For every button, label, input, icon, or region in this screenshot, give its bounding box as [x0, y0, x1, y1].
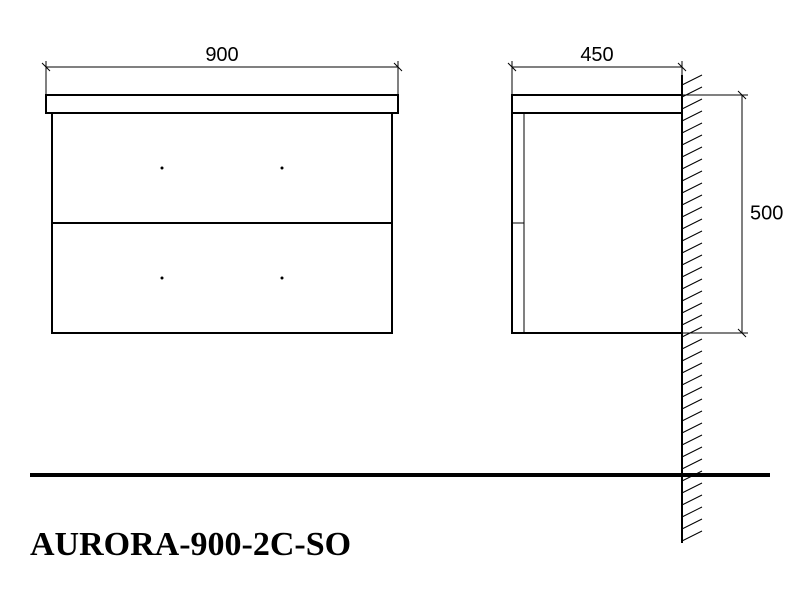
front-view: 900 [42, 44, 402, 333]
knob-mark [281, 277, 284, 280]
knob-mark [281, 167, 284, 170]
side-height-label: 500 [750, 202, 783, 224]
wall-hatch [682, 75, 702, 543]
product-title: AURORA-900-2C-SO [30, 526, 351, 563]
front-width-label: 900 [205, 44, 238, 66]
side-width-label: 450 [580, 44, 613, 66]
side-view: 450 500 [508, 44, 783, 543]
knob-mark [161, 277, 164, 280]
knob-mark [161, 167, 164, 170]
